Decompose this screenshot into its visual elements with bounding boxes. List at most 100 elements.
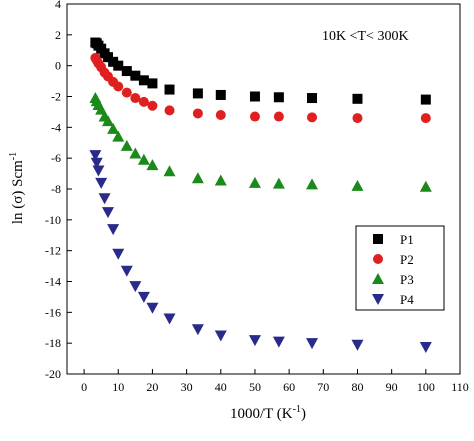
data-point-p1	[103, 52, 114, 63]
x-tick-label: 30	[181, 380, 193, 394]
data-point-p2	[164, 105, 175, 116]
data-point-p4	[120, 265, 133, 277]
data-point-p4	[248, 335, 261, 347]
y-axis-title-sup: -1	[8, 152, 19, 160]
data-point-p2	[249, 111, 260, 122]
legend-item-p3: P3	[372, 272, 414, 287]
data-point-p4	[92, 165, 105, 177]
legend-marker-p2	[373, 254, 383, 264]
data-point-p4	[272, 336, 285, 348]
data-point-p1	[215, 89, 226, 100]
y-tick-label: -14	[45, 275, 61, 289]
data-point-p1	[249, 91, 260, 102]
data-point-p1	[113, 60, 124, 71]
legend-item-p1: P1	[373, 232, 414, 247]
y-tick-label: -18	[45, 336, 61, 350]
x-tick-label: 60	[283, 380, 295, 394]
data-point-p2	[130, 93, 141, 104]
legend-items: P1 P2 P3 P4	[372, 232, 414, 307]
legend-item-p4: P4	[372, 292, 414, 307]
data-point-p4	[112, 248, 125, 260]
data-point-p1	[121, 66, 132, 77]
series-p4	[89, 150, 432, 354]
legend-marker-p4	[372, 294, 384, 305]
data-point-p4	[102, 207, 115, 219]
data-point-p1	[138, 75, 149, 86]
data-point-p2	[113, 81, 124, 92]
data-point-p3	[248, 176, 261, 188]
marks-layer	[89, 37, 432, 354]
series-p2	[90, 52, 431, 124]
legend-label-p2: P2	[400, 252, 414, 267]
y-tick-label: -2	[51, 90, 61, 104]
data-point-p3	[137, 153, 150, 165]
x-tick-label: 70	[317, 380, 329, 394]
data-point-p2	[420, 113, 431, 124]
y-axis-title-text: ln (σ) Scm	[10, 160, 26, 224]
y-tick-label: -16	[45, 305, 61, 319]
data-point-p3	[146, 159, 159, 171]
data-point-p1	[420, 94, 431, 105]
data-point-p3	[102, 115, 115, 127]
data-point-p1	[307, 93, 318, 104]
data-point-p2	[121, 87, 132, 98]
data-point-p4	[306, 338, 319, 350]
y-tick-label: -20	[45, 367, 61, 381]
x-tick-label: 90	[386, 380, 398, 394]
data-point-p3	[214, 174, 227, 186]
legend-marker-p3	[372, 273, 384, 284]
data-point-p1	[164, 84, 175, 95]
data-point-p2	[138, 96, 149, 107]
y-tick-label: 0	[55, 59, 61, 73]
data-point-p4	[129, 281, 142, 293]
data-point-p4	[90, 157, 103, 169]
x-tick-label: 100	[417, 380, 435, 394]
data-point-p3	[419, 180, 432, 192]
data-point-p3	[120, 139, 133, 151]
data-point-p4	[107, 224, 120, 236]
data-point-p3	[163, 165, 176, 177]
x-tick-label: 80	[351, 380, 363, 394]
data-point-p3	[351, 179, 364, 191]
data-point-p2	[192, 108, 203, 119]
svg-text:ln (σ) Scm-1: ln (σ) Scm-1	[8, 152, 26, 224]
data-point-p2	[352, 113, 363, 124]
data-point-p4	[89, 150, 102, 162]
data-point-p3	[129, 147, 142, 159]
data-point-p3	[112, 130, 125, 142]
data-point-p2	[273, 111, 284, 122]
legend-label-p1: P1	[400, 232, 414, 247]
legend-label-p3: P3	[400, 272, 414, 287]
series-p3	[89, 92, 432, 192]
y-tick-label: 4	[55, 0, 61, 11]
data-point-p3	[191, 172, 204, 184]
ticks-layer: 0 10 20 30 40 50 60 70 80 90 100 110420-2-4-6-8-10-…	[45, 0, 469, 394]
y-tick-label: 2	[55, 28, 61, 42]
data-point-p4	[214, 330, 227, 342]
x-axis-title-sup: -1	[293, 404, 301, 415]
data-point-p1	[108, 56, 119, 67]
annotation: 10K <T< 300K	[322, 29, 409, 44]
data-point-p1	[352, 93, 363, 104]
data-point-p3	[306, 178, 319, 190]
data-point-p4	[191, 324, 204, 336]
legend: P1 P2 P3 P4	[355, 225, 445, 311]
data-point-p4	[163, 313, 176, 325]
x-tick-label: 10	[112, 380, 124, 394]
legend-marker-p1	[373, 234, 383, 244]
data-point-p4	[95, 177, 108, 189]
x-tick-label: 40	[215, 380, 227, 394]
x-tick-label: 0	[81, 380, 87, 394]
y-tick-label: -10	[45, 213, 61, 227]
y-tick-label: -4	[51, 120, 61, 134]
data-point-p1	[147, 78, 158, 89]
temperature-range-annotation: 10K <T< 300K	[322, 29, 409, 44]
data-point-p1	[273, 92, 284, 103]
svg-text:1000/T (K-1): 1000/T (K-1)	[230, 404, 306, 422]
data-point-p2	[215, 110, 226, 120]
y-tick-label: -8	[51, 182, 61, 196]
legend-item-p2: P2	[373, 252, 414, 267]
x-tick-label: 50	[249, 380, 261, 394]
data-point-p1	[192, 88, 203, 99]
